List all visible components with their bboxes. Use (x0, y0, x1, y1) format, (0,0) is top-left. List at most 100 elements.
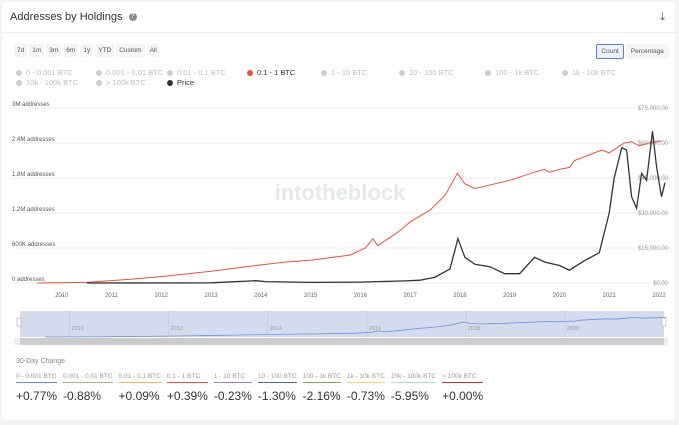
change-item: 0.001 - 0.01 BTC -0.88% (63, 373, 113, 403)
change-value: -0.88% (63, 389, 102, 403)
legend-item[interactable]: 10k - 100k BTC (16, 78, 78, 87)
navigator-tick: 2012 (171, 326, 183, 332)
legend-label: 0.01 - 0.1 BTC (177, 68, 226, 77)
left-tick-label: 0 addresses (12, 277, 45, 283)
change-item: 10k - 100k BTC -5.95% (390, 373, 437, 403)
range-selector: 7d 1m 3m 6m 1y YTD Custom All (14, 44, 160, 57)
legend-dot-icon (96, 80, 102, 86)
legend-dot-icon (96, 70, 102, 76)
change-label: 10 - 100 BTC (257, 373, 297, 383)
x-tick-label: 2015 (304, 293, 318, 299)
x-tick-label: 2016 (354, 293, 368, 299)
change-label: 0.1 - 1 BTC (166, 373, 208, 383)
change-label: 0.01 - 0.1 BTC (118, 373, 161, 383)
addresses-card: Addresses by Holdings ? ⤓ 7d 1m 3m 6m 1y… (2, 2, 675, 420)
x-tick-label: 2013 (204, 293, 218, 299)
legend-item[interactable]: 10 - 100 BTC (399, 68, 454, 77)
change-value: +0.00% (442, 389, 484, 403)
change-label: 10k - 100k BTC (390, 373, 437, 383)
navigator-tick: 2016 (369, 326, 381, 332)
change-item: 0.1 - 1 BTC +0.39% (166, 373, 208, 403)
change-label: > 100k BTC (442, 373, 484, 383)
change-value: -5.95% (390, 389, 429, 403)
x-tick-label: 2019 (503, 293, 517, 299)
range-6m[interactable]: 6m (63, 44, 79, 57)
x-tick-label: 2018 (453, 293, 467, 299)
card-header: Addresses by Holdings ? ⤓ (2, 2, 675, 33)
change-value: -2.16% (302, 389, 341, 403)
change-label: 1 - 10 BTC (213, 373, 252, 383)
help-icon[interactable]: ? (128, 13, 137, 21)
change-label: 1k - 10k BTC (346, 373, 385, 383)
legend-item[interactable]: 1k - 10k BTC (562, 68, 616, 77)
legend-label: 10 - 100 BTC (409, 68, 454, 77)
card-title: Addresses by Holdings (10, 11, 123, 23)
legend-label: 1 - 10 BTC (331, 68, 368, 77)
right-tick-label: $45,000.00 (638, 176, 669, 182)
change-label: 100 - 1k BTC (302, 373, 341, 383)
navigator-tick: 2018 (468, 326, 480, 332)
change-item: 1k - 10k BTC -0.73% (346, 373, 385, 403)
navigator-tick: 2020 (567, 326, 579, 332)
navigator-tick: 2014 (270, 326, 282, 332)
legend-label: 0.001 - 0.01 BTC (106, 68, 164, 77)
change-item: 100 - 1k BTC -2.16% (302, 373, 341, 403)
x-tick-label: 2010 (55, 293, 69, 299)
range-ytd[interactable]: YTD (95, 44, 115, 57)
change-value: -0.73% (346, 389, 385, 403)
legend-item[interactable]: 0.01 - 0.1 BTC (167, 68, 226, 77)
mode-percentage[interactable]: Percentage (625, 44, 669, 59)
legend-item[interactable]: 1 - 10 BTC (321, 68, 367, 77)
legend-dot-icon (321, 70, 327, 76)
left-tick-label: 1.8M addresses (12, 172, 55, 178)
right-tick-label: $30,000.00 (638, 211, 669, 217)
navigator-series (44, 317, 667, 338)
change-item: 0 - 0.001 BTC +0.77% (16, 373, 58, 403)
change-item: 1 - 10 BTC -0.23% (213, 373, 252, 403)
navigator-tick: 2010 (72, 326, 84, 332)
x-tick-label: 2011 (105, 293, 119, 299)
change-list: 0 - 0.001 BTC +0.77% 0.001 - 0.01 BTC -0.88… (16, 373, 489, 403)
legend-item[interactable]: 0 - 0.001 BTC (16, 68, 73, 77)
range-all[interactable]: All (146, 44, 160, 57)
right-tick-label: $15,000.00 (638, 246, 669, 252)
x-tick-label: 2021 (603, 293, 617, 299)
legend-dot-icon (485, 70, 491, 76)
change-value: -1.30% (257, 389, 296, 403)
legend-item[interactable]: 0.1 - 1 BTC (247, 68, 295, 77)
series-line-0-1-1-btc[interactable] (36, 140, 662, 284)
mode-count[interactable]: Count (596, 44, 624, 59)
legend-dot-icon (16, 70, 22, 76)
range-3m[interactable]: 3m (46, 44, 62, 57)
mode-toggle: Count Percentage (596, 44, 669, 59)
legend-item[interactable]: Price (167, 78, 194, 87)
x-tick-label: 2022 (652, 293, 666, 299)
navigator-window[interactable] (20, 311, 664, 337)
change-value: +0.77% (16, 389, 58, 403)
legend-dot-icon (167, 70, 173, 76)
navigator-right-handle[interactable] (661, 317, 667, 327)
x-tick-label: 2020 (553, 293, 567, 299)
change-label: 0.001 - 0.01 BTC (63, 373, 113, 383)
range-1m[interactable]: 1m (29, 44, 45, 57)
range-custom[interactable]: Custom (116, 44, 145, 57)
navigator-scrollbar-thumb[interactable] (20, 338, 664, 345)
change-item: 0.01 - 0.1 BTC +0.09% (118, 373, 161, 403)
legend-dot-icon (399, 70, 405, 76)
range-7d[interactable]: 7d (14, 44, 28, 57)
change-value: -0.23% (213, 389, 252, 403)
change-item: > 100k BTC +0.00% (442, 373, 484, 403)
legend-item[interactable]: 0.001 - 0.01 BTC (96, 68, 163, 77)
range-1y[interactable]: 1y (80, 44, 94, 57)
legend-label: > 100k BTC (106, 78, 146, 87)
left-tick-label: 1.2M addresses (12, 207, 55, 213)
navigator-left-handle[interactable] (16, 317, 22, 327)
right-tick-label: $0.00 (653, 281, 669, 287)
legend-item[interactable]: > 100k BTC (96, 78, 146, 87)
series-line-price[interactable] (86, 131, 666, 284)
download-icon[interactable]: ⤓ (660, 11, 665, 23)
legend-item[interactable]: 100 - 1k BTC (485, 68, 539, 77)
legend-label: 0.1 - 1 BTC (257, 68, 296, 77)
legend-dot-icon (562, 70, 568, 76)
